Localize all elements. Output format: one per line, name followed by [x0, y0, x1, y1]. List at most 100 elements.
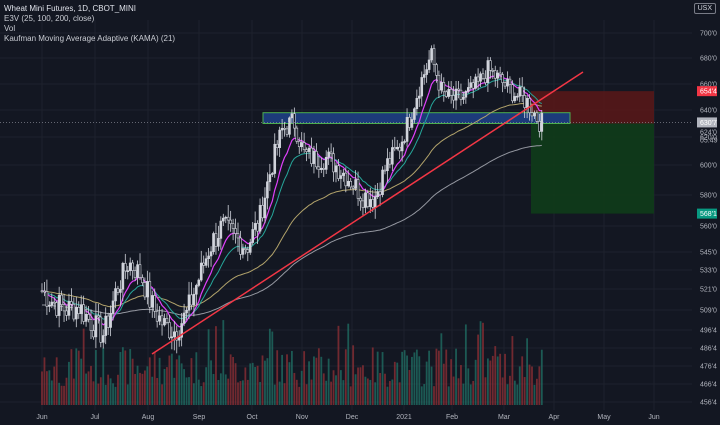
volume-bar	[170, 353, 173, 405]
candle-body	[302, 142, 306, 150]
symbol-title[interactable]: Wheat Mini Futures, 1D, CBOT_MINI	[4, 4, 137, 13]
candle-body	[297, 141, 301, 148]
volume-bar	[90, 365, 92, 405]
stop-price-badge[interactable]	[697, 86, 717, 97]
volume-bar	[327, 358, 330, 405]
volume-bar	[271, 331, 274, 405]
candle-body	[45, 291, 49, 307]
x-axis-tick-label: Mar	[498, 414, 511, 421]
volume-bar	[379, 373, 381, 405]
candle-body	[244, 248, 247, 250]
volume-bar	[246, 379, 249, 405]
y-axis-tick-label: 456'4	[700, 400, 717, 407]
volume-bar	[337, 325, 340, 405]
candle-body	[417, 95, 421, 99]
candle-body	[533, 112, 536, 117]
candle-body	[195, 285, 198, 295]
volume-bar	[156, 378, 159, 405]
candle-body	[106, 315, 110, 328]
candle-body	[153, 295, 156, 312]
candle-body	[241, 248, 245, 255]
volume-bar	[423, 384, 426, 405]
candle-body	[315, 151, 318, 168]
trendline[interactable]	[151, 71, 584, 355]
volume-bar	[239, 381, 242, 405]
volume-bar	[406, 355, 408, 405]
volume-bar	[212, 373, 215, 405]
candle-body	[454, 88, 458, 101]
volume-bar	[344, 349, 347, 405]
candle-body	[52, 301, 56, 304]
x-axis-tick-label: May	[597, 414, 611, 421]
volume-bar	[389, 381, 391, 405]
candle-body	[114, 288, 117, 302]
candle-body	[469, 82, 473, 88]
candle-body	[197, 279, 201, 286]
candle-body	[491, 70, 495, 72]
volume-bar	[413, 352, 416, 405]
candle-body	[209, 251, 213, 257]
take-profit-zone[interactable]	[531, 123, 654, 214]
volume-bar	[303, 351, 306, 405]
volume-bar	[499, 353, 502, 405]
candle-body	[366, 192, 370, 207]
current-price-badge[interactable]	[697, 117, 717, 128]
target-price-badge[interactable]	[697, 208, 717, 219]
candle-body	[344, 172, 348, 187]
candle-body	[395, 146, 399, 150]
candle-body	[231, 223, 235, 229]
volume-bar	[425, 361, 428, 405]
candle-body	[87, 314, 90, 320]
volume-bar	[528, 364, 531, 405]
volume-bar	[479, 321, 482, 405]
volume-bar	[237, 382, 239, 405]
volume-bar	[330, 381, 332, 405]
volume-bar	[264, 360, 266, 405]
candle-body	[440, 82, 443, 91]
currency-badge[interactable]: USX	[693, 3, 716, 14]
x-axis-tick-label: Nov	[296, 414, 309, 421]
y-axis-tick-label: 545'0	[700, 250, 717, 257]
volume-bar	[276, 350, 279, 405]
candle-body	[420, 77, 424, 97]
candle-body	[493, 70, 497, 79]
y-axis-tick-label: 620'0	[700, 135, 717, 142]
volume-bar	[447, 386, 450, 405]
volume-bar	[391, 379, 394, 405]
volume-bar	[92, 381, 95, 405]
candle-body	[518, 86, 522, 97]
volume-bar	[354, 374, 357, 405]
ema-indicator-label[interactable]: E3V (25, 100, 200, close)	[4, 14, 95, 23]
candle-body	[155, 310, 159, 322]
volume-bar	[210, 360, 212, 405]
candle-body	[182, 312, 186, 324]
candle-body	[148, 281, 152, 308]
volume-bar	[197, 379, 200, 405]
y-axis-tick-label: 640'0	[700, 108, 717, 115]
volume-indicator-label[interactable]: Vol	[4, 24, 16, 33]
candle-body	[138, 264, 142, 278]
volume-bar	[87, 371, 90, 405]
volume-bar	[455, 348, 457, 405]
kama-indicator-label[interactable]: Kaufman Moving Average Adaptive (KAMA) (…	[4, 34, 176, 43]
candle-body	[415, 98, 419, 110]
candle-body	[70, 301, 73, 305]
candle-body	[327, 151, 330, 158]
volume-bar	[60, 385, 63, 405]
candle-body	[528, 98, 531, 113]
candle-body	[496, 72, 500, 79]
volume-bar	[114, 386, 117, 405]
volume-bar	[496, 356, 499, 405]
volume-bar	[266, 358, 269, 405]
volume-bar	[55, 357, 58, 405]
volume-bar	[374, 382, 377, 405]
candle-body	[168, 322, 171, 339]
candle-body	[212, 233, 215, 252]
candle-body	[383, 169, 387, 172]
volume-bar	[168, 355, 171, 405]
candle-body	[391, 147, 394, 165]
current-price-badge-text: 630'7	[700, 120, 717, 127]
candle-body	[285, 128, 289, 135]
candle-body	[84, 314, 88, 322]
